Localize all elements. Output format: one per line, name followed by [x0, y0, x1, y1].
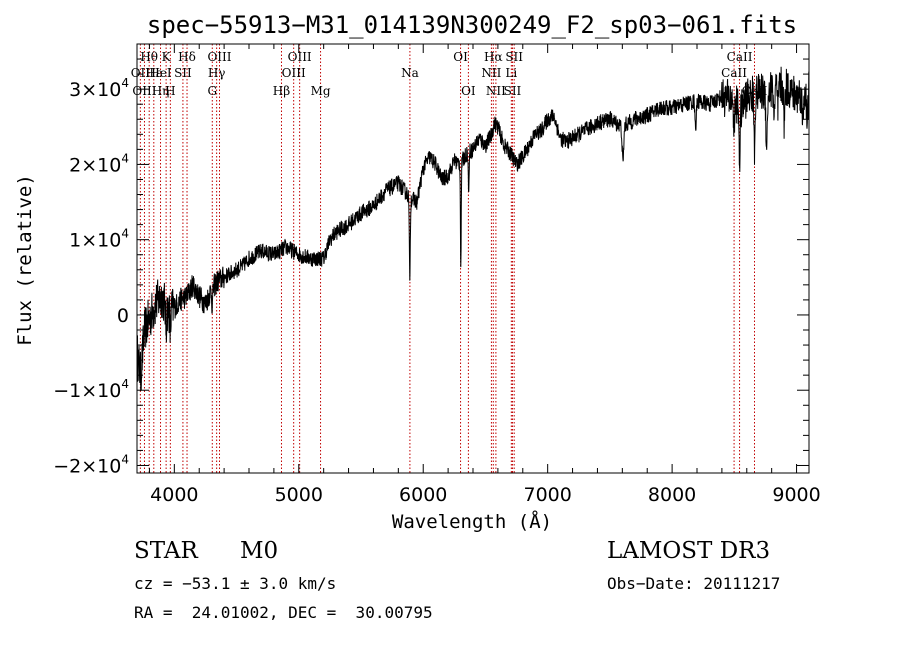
line-marker-label: OIII	[207, 50, 231, 64]
spectrum-line	[136, 66, 810, 392]
line-marker-label: HeI	[149, 66, 172, 80]
line-marker-label: Hη	[152, 84, 170, 98]
line-marker-label: Hθ	[140, 50, 158, 64]
line-marker-label: K	[162, 50, 172, 64]
line-marker-label: H	[165, 84, 175, 98]
line-marker-label: OI	[453, 50, 468, 64]
y-tick-label: −2×104	[53, 452, 129, 477]
object-class: STAR	[134, 538, 198, 564]
y-tick-label: 3×104	[69, 76, 129, 101]
line-marker-label: Mg	[311, 84, 331, 98]
redshift-cz: cz = −53.1 ± 3.0 km/s	[134, 574, 337, 593]
y-tick-label: 2×104	[69, 151, 129, 176]
line-marker-label: Hδ	[178, 50, 196, 64]
x-tick-label: 8000	[648, 484, 696, 506]
x-axis-label: Wavelength (Å)	[392, 510, 552, 533]
x-tick-label: 7000	[523, 484, 571, 506]
line-marker-label: Hα	[484, 50, 503, 64]
chart-title: spec−55913−M31_014139N300249_F2_sp03−061…	[147, 11, 797, 39]
observation-date: Obs−Date: 20111217	[607, 574, 781, 593]
survey-name: LAMOST DR3	[607, 538, 771, 564]
y-tick-label: 1×104	[69, 227, 129, 252]
line-marker-label: NII	[481, 66, 501, 80]
line-marker-label: Hε	[145, 66, 162, 80]
object-subclass: M0	[240, 538, 279, 564]
line-marker-label: SII	[504, 84, 522, 98]
line-marker-label: Li	[505, 66, 517, 80]
x-tick-label: 9000	[772, 484, 820, 506]
line-marker-label: CaII	[721, 66, 747, 80]
line-marker-label: Hγ	[208, 66, 226, 80]
line-marker-label: OIII	[132, 84, 156, 98]
x-axis-ticks: 4000 5000 6000 7000 8000 9000	[148, 44, 821, 506]
y-tick-label: −1×104	[53, 377, 129, 402]
line-marker-label: NII	[486, 84, 506, 98]
x-tick-label: 5000	[275, 484, 323, 506]
plot-frame	[136, 43, 810, 474]
line-marker-label: OIII	[288, 50, 312, 64]
line-marker-label: SII	[174, 66, 192, 80]
y-axis-label: Flux (relative)	[14, 174, 36, 346]
line-marker-label: G	[207, 84, 217, 98]
x-tick-label: 4000	[150, 484, 198, 506]
line-marker-label: OIII	[282, 66, 306, 80]
line-marker-label: Hβ	[273, 84, 290, 98]
line-marker-label: SII	[505, 50, 523, 64]
y-axis-ticks: −2×104 −1×104 0 1×104 2×104 3×104	[53, 43, 809, 477]
line-marker-label: OI	[461, 84, 476, 98]
x-tick-label: 6000	[399, 484, 447, 506]
coordinates: RA = 24.01002, DEC = 30.00795	[134, 603, 433, 622]
y-tick-label: 0	[117, 305, 129, 327]
line-marker-label: Na	[401, 66, 419, 80]
line-marker-label: OII	[131, 66, 151, 80]
line-marker-label: CaII	[727, 50, 753, 64]
